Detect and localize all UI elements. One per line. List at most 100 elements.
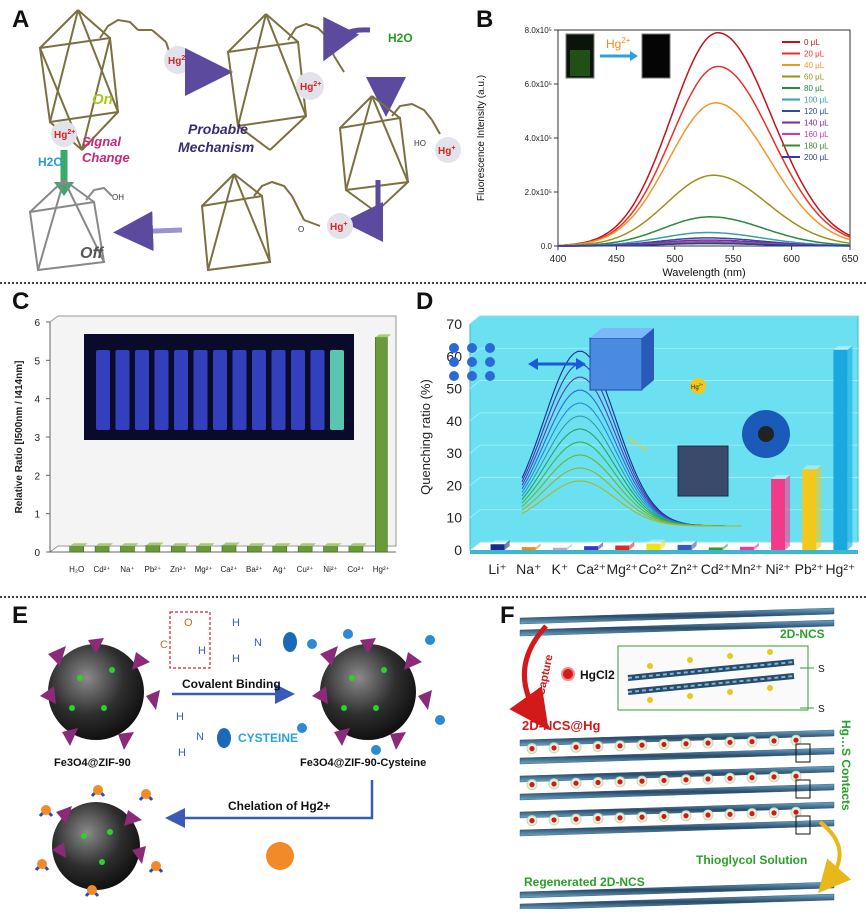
oh-label: OH: [112, 193, 124, 202]
hg-atom: [793, 809, 799, 815]
sphere-chelated: [34, 785, 164, 897]
x-tick-label-d: Mn²⁺: [731, 561, 763, 577]
x-tick-label-c: Ca²⁺: [220, 565, 237, 574]
bar-top-d: [833, 345, 853, 350]
hg-atom: [749, 775, 755, 781]
bar-d: [490, 544, 505, 550]
bar-top-c: [196, 543, 215, 547]
hg-atom: [529, 746, 535, 752]
bar-top-d: [584, 542, 604, 547]
vial-c: [193, 350, 208, 430]
bar-top-c: [145, 542, 164, 546]
hg-atom: [595, 779, 601, 786]
hg-atom: [529, 818, 535, 824]
hg-atom: [749, 739, 755, 745]
hg-label-a4: Hg+: [330, 221, 347, 233]
atom-h-1: H: [198, 645, 206, 657]
y-tick-label-b: 4.0x10⁵: [525, 134, 552, 143]
x-tick-label-d: Mg²⁺: [607, 561, 639, 577]
hg-ion-bubble-left: [51, 121, 77, 147]
relative-ratio-chart: 0 1 2 3 4 5 6 Relative Ratio [I500nm / I414nm] H…: [14, 315, 397, 574]
hg-atom: [705, 776, 711, 782]
bar-top-c: [375, 334, 392, 338]
inset-arrow-head-b: [630, 51, 638, 61]
panel-f-label: F: [500, 602, 515, 629]
bar-c: [247, 545, 262, 553]
atom-o: O: [184, 617, 193, 629]
bar-c: [297, 545, 313, 553]
legend-entry-b: 60 μL: [804, 73, 825, 82]
mof-cube-top: [590, 328, 654, 338]
hg-atom: [683, 741, 689, 747]
legend-entry-b: 140 μL: [804, 119, 829, 128]
hg-atom: [595, 743, 601, 750]
legend-entry-b: 100 μL: [804, 96, 829, 105]
o-label: O: [298, 225, 304, 234]
bar-d: [552, 547, 567, 550]
panel-e-label: E: [12, 602, 29, 629]
x-tick-label-d: Na⁺: [516, 561, 541, 577]
y-tick-label-d: 50: [446, 381, 462, 397]
bar-side-d: [660, 539, 666, 550]
hg-ion-charge-d: 2+: [699, 382, 704, 387]
mof-cube-side: [642, 328, 654, 390]
mof-cube-icon: [589, 337, 643, 391]
crystal-structure-atom: [449, 343, 459, 353]
grid-diag-d: [469, 541, 481, 551]
hg-label-a2: Hg2+: [300, 81, 321, 93]
x-tick-label-c: Zn²⁺: [170, 565, 186, 574]
panel-e: E Fe3O4@ZIF-90 C O H H: [0, 600, 500, 909]
bar-top-d: [615, 541, 635, 546]
hg-atom: [771, 738, 777, 744]
x-tick-label-c: Cd²⁺: [94, 565, 111, 574]
y-tick-label-d: 0: [454, 542, 462, 558]
spectrum-line: [557, 216, 851, 247]
grid-diag-d: [469, 347, 481, 357]
panel-d-label: D: [416, 288, 434, 315]
bar-c: [323, 545, 338, 553]
bar-side-d: [629, 541, 635, 550]
ncs-zoom-structure: [627, 649, 795, 703]
vial-c: [310, 350, 325, 430]
x-tick-label-d: Ni²⁺: [765, 561, 790, 577]
x-tick-label-c: Hg²⁺: [373, 565, 390, 574]
hg-atom: [661, 741, 667, 748]
bar-c: [221, 545, 237, 553]
hg-atom: [639, 742, 645, 748]
y-axis-label-d: Quenching ratio (%): [418, 379, 433, 495]
legend-entry-b: 160 μL: [804, 130, 829, 139]
bar-top-c: [171, 543, 190, 547]
label-cysteine: CYSTEINE: [238, 731, 298, 745]
bar-d: [646, 543, 661, 550]
label-covalent-binding: Covalent Binding: [182, 677, 281, 691]
legend-entry-b: 200 μL: [804, 153, 829, 162]
bar-side-d: [722, 543, 728, 550]
atom-h-2: H: [232, 617, 240, 629]
bar-c: [196, 545, 211, 553]
x-tick-label-d: Zn²⁺: [670, 561, 698, 577]
x-tick-label-c: Mg²⁺: [195, 565, 213, 574]
y-tick-label-c: 6: [34, 318, 40, 329]
hg-ion-bubble-2: [296, 72, 324, 100]
h2o-label-right: H2O: [388, 31, 413, 45]
vial-c: [291, 350, 305, 430]
vial-glow: [570, 50, 590, 76]
arrow-curve-down-2: [343, 180, 383, 242]
bar-top-d: [677, 540, 697, 545]
h2o-label-left: H2O: [38, 155, 63, 169]
arrow-curve-top: [323, 16, 371, 62]
hg-ion-bubble-3: [435, 137, 461, 163]
label-on: On: [92, 91, 113, 108]
bar-d: [521, 547, 536, 550]
legend-entry-b: 0 μL: [804, 38, 820, 47]
legend-entry-b: 80 μL: [804, 84, 825, 93]
atom-h-4: H: [176, 711, 184, 723]
x-tick-label-c: Na⁺: [120, 565, 134, 574]
bar-side-d: [816, 465, 822, 550]
legend-entry-b: 20 μL: [804, 50, 825, 59]
bar-d: [708, 547, 723, 550]
arrow-left-off: [113, 211, 183, 252]
x-tick-label-d: K⁺: [552, 561, 569, 577]
contact-box-3: [795, 815, 811, 835]
hg-ion-dot: [266, 842, 294, 870]
